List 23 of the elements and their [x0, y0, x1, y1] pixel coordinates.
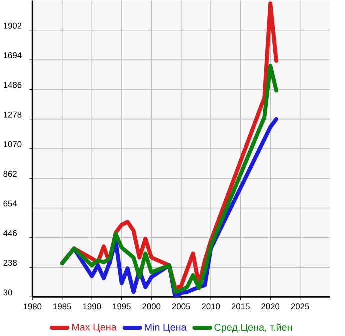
x-tick-label: 2015 [232, 303, 250, 310]
legend-label: Min Цена [145, 323, 187, 333]
legend-label: Сред.Цена, т.йен [214, 323, 292, 333]
legend-label: Max Цена [72, 324, 117, 332]
x-tick-label: 1990 [83, 303, 102, 310]
y-tick-label: 1902 [4, 22, 22, 29]
x-tick-label: 1980 [24, 303, 42, 310]
y-tick-label: 446 [3, 230, 17, 236]
y-tick-label: 1278 [4, 112, 22, 118]
y-tick-label: 1070 [4, 141, 22, 148]
x-tick-label: 2025 [291, 303, 310, 310]
y-tick-label: 1486 [4, 82, 22, 88]
x-tick-label: 2020 [262, 303, 280, 310]
y-tick-label: 654 [4, 200, 18, 207]
y-tick-label: 862 [4, 170, 17, 177]
y-tick-label: 238 [4, 260, 17, 266]
y-tick-label: 1694 [4, 52, 22, 58]
x-tick-label: 2010 [202, 303, 220, 310]
y-tick-label: 30 [4, 290, 12, 296]
x-tick-label: 1995 [113, 303, 131, 310]
x-tick-label: 2000 [142, 303, 161, 310]
x-tick-label: 2005 [172, 303, 190, 310]
x-tick-label: 1985 [54, 303, 72, 310]
